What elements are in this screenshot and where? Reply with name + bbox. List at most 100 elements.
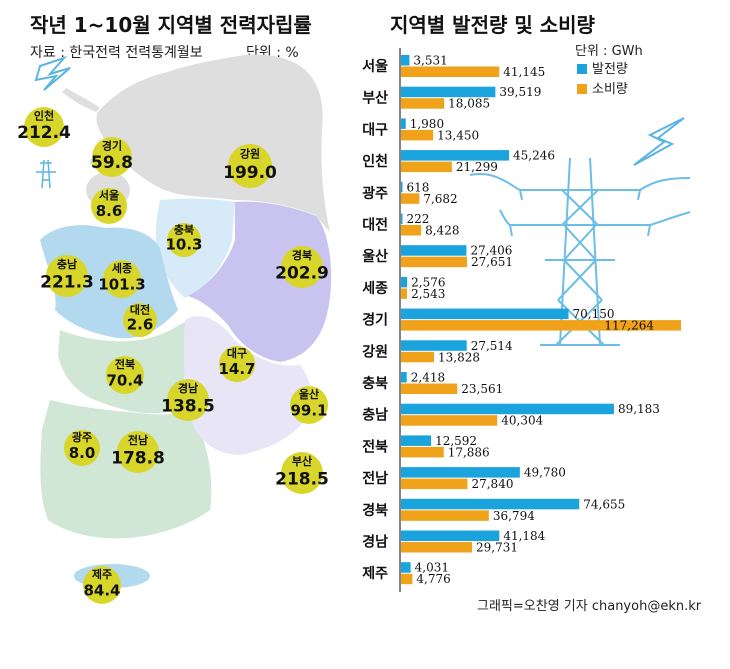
consumption-bar [401,256,468,268]
bar-value-label: 8,428 [425,224,459,238]
region-name: 부산 [292,454,312,468]
production-bar [401,562,411,573]
bubble-circle [83,566,121,604]
bar-value-label: 1,980 [410,117,444,131]
consumption-bar [401,446,444,458]
map-panel: 작년 1~10월 지역별 전력자립률 자료 : 한국전력 전력통계월보 단위 :… [17,13,332,604]
bar-value-label: 41,145 [503,65,545,79]
legend-swatch-consumption [577,84,587,94]
category-label: 강원 [362,343,388,360]
legend-swatch-production [577,64,587,74]
region-value: 59.8 [91,153,133,173]
consumption-bar [401,129,434,141]
consumption-bar [401,98,445,109]
production-bar [401,150,510,161]
region-name: 대전 [130,303,150,317]
region-bubble: 대전2.6 [123,303,157,337]
region-bubble: 충남 221.3 [40,255,94,297]
bar-value-label: 3,531 [413,54,447,68]
region-gyeongbuk [188,201,332,362]
region-name: 경남 [178,381,198,395]
production-bar [401,530,500,541]
region-bubble: 강원 199.0 [223,144,277,188]
consumption-bar [401,542,472,553]
category-label: 울산 [362,248,388,265]
category-label: 제주 [362,566,388,582]
region-value: 221.3 [40,273,94,293]
bar-value-label: 45,246 [513,149,555,163]
bar-value-label: 2,543 [411,287,445,301]
bar-value-label: 17,886 [448,445,490,459]
consumption-bar [401,66,500,77]
region-name: 대구 [227,346,247,360]
bar-value-label: 40,304 [501,414,543,428]
region-bubble: 광주8.0 [64,430,100,466]
production-bar [401,467,520,478]
category-label: 충북 [362,376,388,392]
bar-panel: 지역별 발전량 및 소비량 단위 : GWh 발전량 소비량 서울 3,531 41… [362,13,691,592]
production-bar [401,308,569,320]
region-value: 138.5 [161,397,215,417]
consumption-bar [401,320,681,331]
bar-value-label: 4,776 [416,572,450,586]
category-label: 대구 [362,122,388,138]
region-name: 충남 [57,257,77,271]
category-label: 전북 [362,438,388,455]
region-value: 10.3 [165,235,202,253]
bar-value-label: 27,406 [470,244,512,258]
bubble-circle [106,356,144,394]
bar-value-label: 27,840 [471,477,513,491]
region-value: 84.4 [83,581,120,599]
bar-value-label: 7,682 [423,192,457,206]
bar-value-label: 2,418 [411,371,445,385]
region-value: 202.9 [275,264,329,284]
region-name: 충북 [174,223,194,237]
bubble-circle [64,430,100,466]
category-label: 세종 [362,281,388,297]
production-bar [401,55,410,66]
bar-value-label: 12,592 [435,434,477,448]
region-name: 울산 [299,387,319,401]
region-name: 강원 [240,147,260,161]
region-name: 광주 [72,431,92,444]
transmission-tower-icon [36,159,56,189]
production-bar [401,403,614,415]
bar-value-label: 74,655 [583,497,625,511]
bar-series: 서울 3,531 41,145 부산 39,519 18,085 대구 1,98013,450… [362,54,681,586]
bubble-circle [92,137,132,177]
consumption-bar [401,510,489,521]
bubble-circle [290,386,328,424]
category-label: 경남 [362,534,388,551]
map-title: 작년 1~10월 지역별 전력자립률 [30,13,312,37]
bar-value-label: 29,731 [476,541,518,555]
bubble-circle [219,346,255,382]
consumption-bar [401,193,420,204]
bar-value-label: 18,085 [448,97,490,111]
region-value: 101.3 [98,275,145,293]
bar-unit: 단위 : GWh [575,44,643,59]
production-bar [401,181,403,193]
bar-value-label: 4,031 [415,561,449,575]
lightning-bolt-icon [34,55,71,91]
bar-value-label: 222 [407,212,430,226]
bar-value-label: 23,561 [461,382,503,396]
bubble-circle [103,260,141,298]
region-name: 전북 [115,357,135,371]
region-value: 199.0 [223,163,277,183]
category-label: 경북 [362,502,388,519]
bar-value-label: 27,651 [471,255,513,269]
region-name: 경북 [292,248,312,262]
consumption-bar [401,288,408,299]
bar-value-label: 117,264 [604,319,654,333]
category-label: 인천 [362,153,388,170]
region-bubble: 부산 218.5 [275,452,329,494]
bar-value-label: 49,780 [524,466,566,480]
region-north-strip [62,88,100,112]
production-bar [401,118,406,129]
category-label: 충남 [362,407,388,424]
